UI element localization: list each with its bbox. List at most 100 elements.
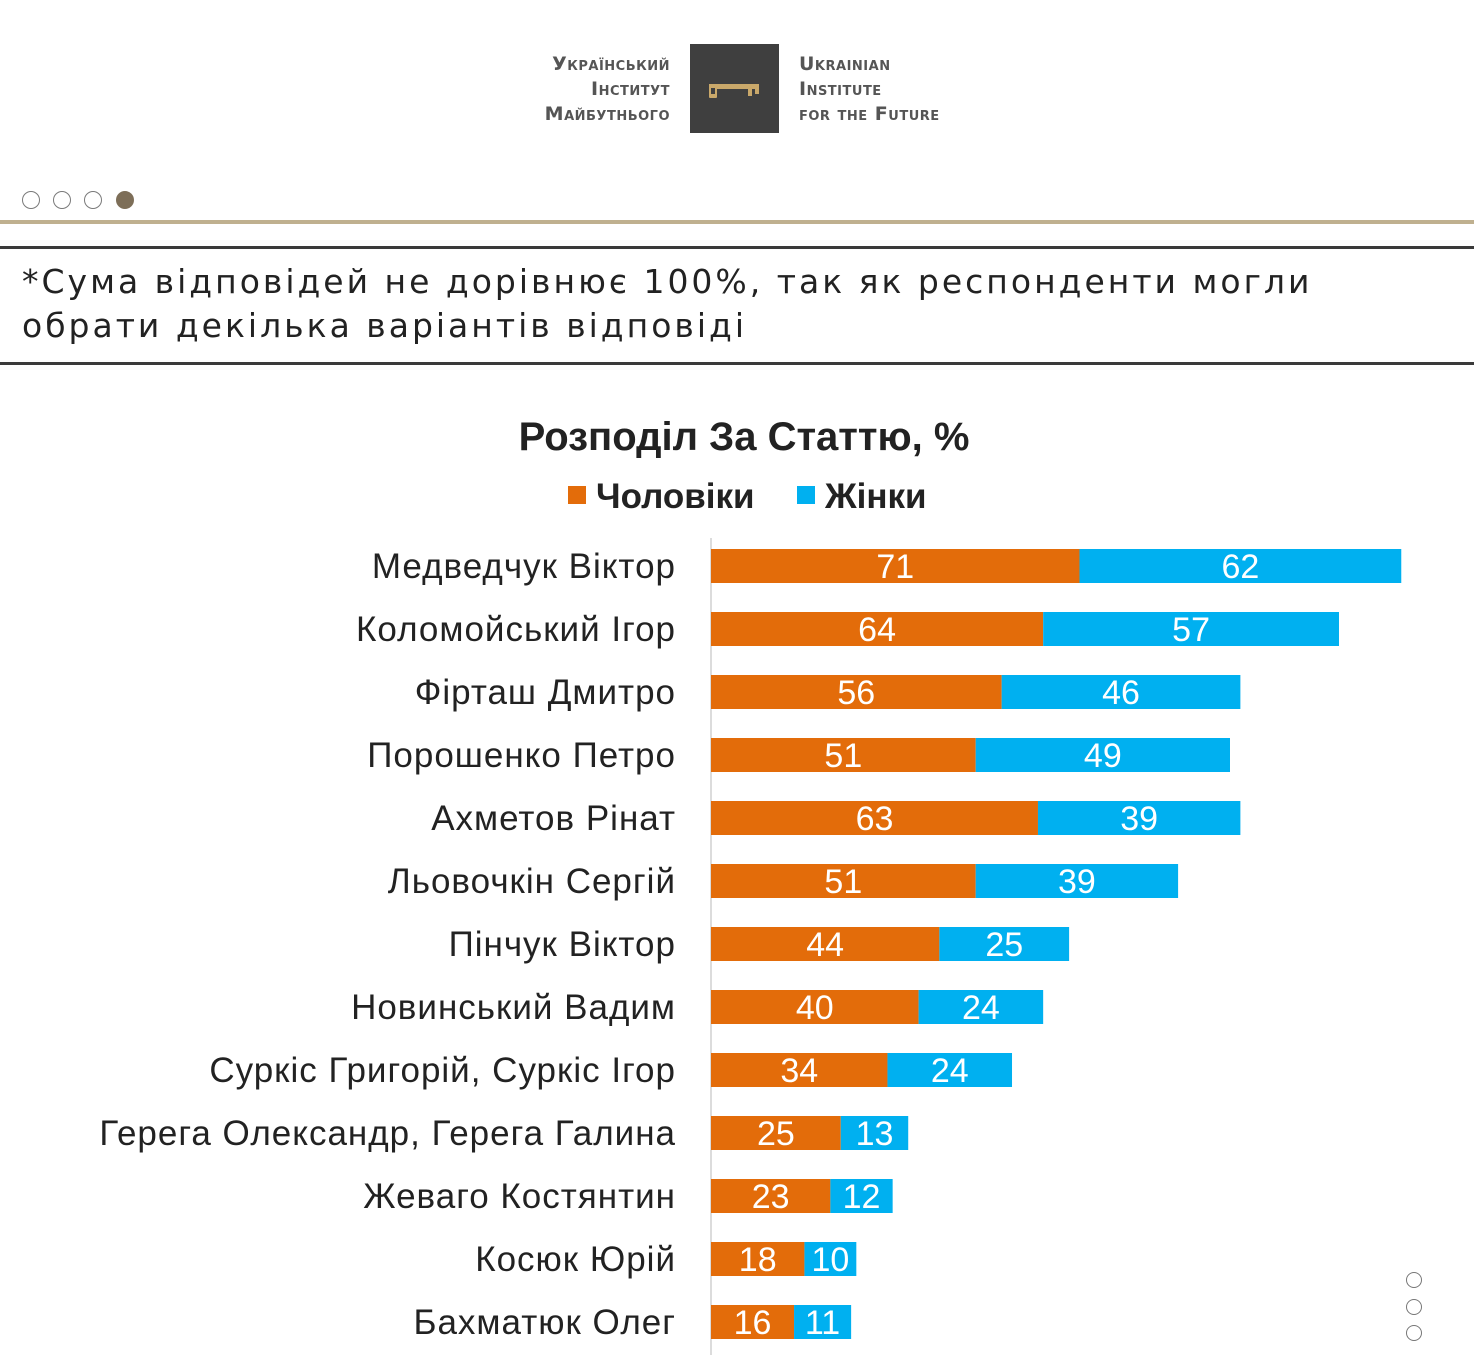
data-label-women: 10 <box>811 1241 849 1279</box>
side-nav-dot-2[interactable] <box>1406 1299 1422 1315</box>
category-label: Косюк Юрій <box>475 1240 676 1279</box>
gender-distribution-chart: Розподіл За Статтю, % Чоловіки Жінки Мед… <box>99 415 1402 1355</box>
data-label-women: 11 <box>805 1304 840 1342</box>
chart-row: Медведчук Віктор 71 62 <box>372 547 1402 586</box>
bar-women <box>1043 612 1339 646</box>
chart-title: Розподіл За Статтю, % <box>519 415 970 459</box>
category-label: Суркіс Григорій, Суркіс Ігор <box>209 1051 676 1090</box>
bar-women <box>975 864 1179 898</box>
side-navigation <box>1406 1272 1426 1352</box>
bar-women <box>794 1305 852 1339</box>
category-label: Пінчук Віктор <box>449 925 676 964</box>
logo-ua-line-2: Інститут <box>591 78 670 100</box>
bar-men <box>711 675 1002 709</box>
logo: Український Інститут Майбутнього Ukraini… <box>0 44 1474 134</box>
bar-men <box>711 801 1038 835</box>
category-label: Порошенко Петро <box>367 736 676 775</box>
bar-men <box>711 1305 795 1339</box>
data-label-women: 39 <box>1120 800 1158 838</box>
data-label-women: 57 <box>1172 611 1210 649</box>
bar-men <box>711 612 1044 646</box>
logo-ua-line-3: Майбутнього <box>544 103 670 125</box>
bar-men <box>711 990 919 1024</box>
bar-men <box>711 549 1080 583</box>
bar-women <box>939 927 1070 961</box>
slide-dot-2[interactable] <box>53 191 71 209</box>
category-label: Жеваго Костянтин <box>363 1177 676 1216</box>
chart-row: Косюк Юрій 18 10 <box>475 1240 857 1279</box>
chart-legend: Чоловіки Жінки <box>568 477 927 516</box>
logo-text-english: Ukrainian Institute for the Future <box>799 52 940 127</box>
bar-men <box>711 1053 888 1087</box>
note-top-rule <box>0 246 1474 249</box>
bar-men <box>711 1179 831 1213</box>
bar-women <box>887 1053 1013 1087</box>
data-label-women: 62 <box>1221 548 1259 586</box>
logo-text-ukrainian: Український Інститут Майбутнього <box>545 52 670 127</box>
logo-en-line-1: Ukrainian <box>799 53 891 75</box>
bar-men <box>711 927 940 961</box>
slide-dot-4-active[interactable] <box>116 191 134 209</box>
data-label-men: 16 <box>734 1304 772 1342</box>
chart-row: Пінчук Віктор 44 25 <box>449 925 1070 964</box>
note-bottom-rule <box>0 362 1474 365</box>
category-label: Герега Олександр, Герега Галина <box>99 1114 676 1153</box>
category-label: Новинський Вадим <box>351 988 676 1027</box>
legend-swatch-women <box>797 486 815 504</box>
category-label: Ахметов Рінат <box>431 799 676 838</box>
category-label: Коломойський Ігор <box>356 610 676 649</box>
category-label: Медведчук Віктор <box>372 547 676 586</box>
logo-en-line-2: Institute <box>799 78 882 100</box>
data-label-women: 46 <box>1102 674 1140 712</box>
key-icon <box>690 44 779 133</box>
data-label-men: 64 <box>858 611 896 649</box>
chart-row: Льовочкін Сергій 51 39 <box>388 862 1179 901</box>
bar-women <box>918 990 1044 1024</box>
chart-row: Бахматюк Олег 16 11 <box>414 1303 852 1342</box>
data-label-men: 63 <box>856 800 894 838</box>
data-label-men: 56 <box>837 674 875 712</box>
category-label: Льовочкін Сергій <box>388 862 676 901</box>
chart-rows: Медведчук Віктор 71 62 Коломойський Ігор 64 5… <box>99 547 1402 1342</box>
chart-row: Суркіс Григорій, Суркіс Ігор 34 24 <box>209 1051 1013 1090</box>
data-label-men: 25 <box>757 1115 795 1153</box>
chart-row: Новинський Вадим 40 24 <box>351 988 1044 1027</box>
data-label-women: 39 <box>1058 863 1096 901</box>
bar-women <box>975 738 1230 772</box>
legend-swatch-men <box>568 486 586 504</box>
bar-women <box>830 1179 893 1213</box>
footnote: *Сума відповідей не дорівнює 100%, так я… <box>22 262 1313 345</box>
data-label-men: 51 <box>824 863 862 901</box>
bar-men <box>711 864 976 898</box>
category-label: Фірташ Дмитро <box>415 673 676 712</box>
data-label-men: 34 <box>780 1052 818 1090</box>
data-label-women: 25 <box>985 926 1023 964</box>
data-label-men: 40 <box>796 989 834 1027</box>
gold-divider <box>0 220 1474 224</box>
data-label-men: 23 <box>752 1178 790 1216</box>
slide-dot-3[interactable] <box>84 191 102 209</box>
data-label-men: 71 <box>876 548 914 586</box>
bar-women <box>1079 549 1402 583</box>
bar-women <box>804 1242 857 1276</box>
data-label-women: 24 <box>931 1052 969 1090</box>
data-label-women: 49 <box>1084 737 1122 775</box>
chart-row: Порошенко Петро 51 49 <box>367 736 1230 775</box>
logo-en-line-3: for the Future <box>799 103 940 125</box>
chart-row: Жеваго Костянтин 23 12 <box>363 1177 893 1216</box>
chart-row: Фірташ Дмитро 56 46 <box>415 673 1241 712</box>
category-label: Бахматюк Олег <box>414 1303 677 1342</box>
slide-dot-1[interactable] <box>22 191 40 209</box>
data-label-men: 44 <box>806 926 844 964</box>
bar-men <box>711 738 976 772</box>
chart-row: Ахметов Рінат 63 39 <box>431 799 1241 838</box>
side-nav-dot-3[interactable] <box>1406 1325 1422 1341</box>
chart-row: Герега Олександр, Герега Галина 25 13 <box>99 1114 909 1153</box>
data-label-men: 18 <box>739 1241 777 1279</box>
bar-women <box>1001 675 1241 709</box>
chart-row: Коломойський Ігор 64 57 <box>356 610 1339 649</box>
legend-label-men: Чоловіки <box>596 477 755 516</box>
legend-label-women: Жінки <box>824 477 927 516</box>
data-label-women: 12 <box>843 1178 881 1216</box>
side-nav-dot-1[interactable] <box>1406 1272 1422 1288</box>
